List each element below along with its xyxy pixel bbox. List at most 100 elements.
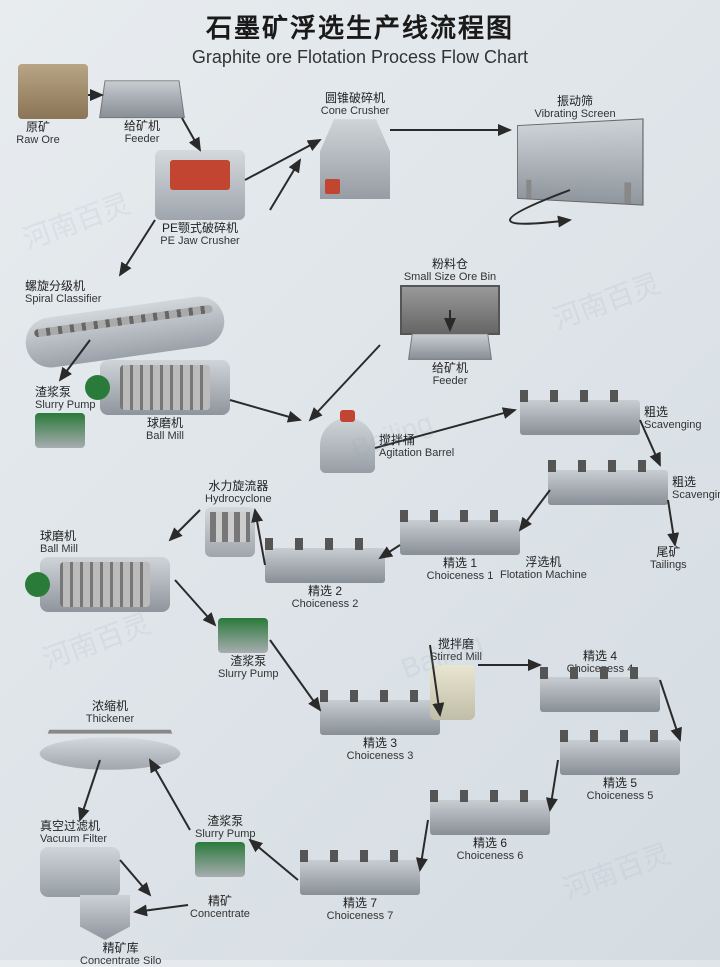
label-cn-feeder2: 给矿机 — [410, 362, 490, 375]
label-cn-thickener: 浓缩机 — [40, 700, 180, 713]
label-cn-ballmill2: 球磨机 — [40, 530, 170, 543]
label-cn-feeder1: 给矿机 — [102, 120, 182, 133]
machine-slurry2 — [218, 618, 268, 653]
machine-jaw — [155, 150, 245, 220]
flow-arrow-17 — [170, 510, 200, 540]
label-en-feeder2: Feeder — [410, 375, 490, 387]
label-en-vacuum: Vacuum Filter — [40, 833, 120, 845]
label-en-cone: Cone Crusher — [320, 105, 390, 117]
label-cn-ballmill1: 球磨机 — [100, 417, 230, 430]
flow-arrow-9 — [230, 400, 300, 420]
label-en-ballmill1: Ball Mill — [100, 430, 230, 442]
label-cn-concentrate: 精矿 — [190, 895, 250, 908]
label-cn-slurry1: 渣浆泵 — [35, 386, 96, 399]
label-en-agitation: Agitation Barrel — [379, 447, 469, 459]
node-vscreen: 振动筛Vibrating Screen — [510, 95, 640, 202]
machine-slurry1 — [35, 413, 85, 448]
label-cn-slurry3: 渣浆泵 — [195, 815, 256, 828]
node-concentrate: 精矿Concentrate — [190, 895, 250, 920]
node-choice5: 精选 5Choiceness 5 — [560, 740, 680, 802]
label-en-choice5: Choiceness 5 — [560, 790, 680, 802]
label-cn-choice1: 精选 1 — [400, 557, 520, 570]
node-cone: 圆锥破碎机Cone Crusher — [320, 92, 390, 199]
label-cn-jaw: PE颚式破碎机 — [155, 222, 245, 235]
machine-vscreen — [517, 119, 643, 206]
machine-feeder2 — [408, 333, 492, 359]
label-cn-cone: 圆锥破碎机 — [320, 92, 390, 105]
label-cn-vscreen: 振动筛 — [510, 95, 640, 108]
machine-hydro — [205, 507, 255, 557]
node-scav2: 粗选Scavenging — [548, 470, 668, 505]
node-thickener: 浓缩机Thickener — [40, 700, 180, 777]
label-en-choice2: Choiceness 2 — [265, 598, 385, 610]
machine-slurry3 — [195, 842, 245, 877]
node-rawore: 原矿Raw Ore — [18, 64, 88, 119]
flow-arrow-7 — [120, 220, 155, 275]
machine-feeder1 — [99, 80, 185, 118]
label-en-stirred: Stirred Mill — [430, 651, 482, 663]
node-ballmill2: 球磨机Ball Mill — [40, 530, 170, 612]
label-en-thickener: Thickener — [40, 713, 180, 725]
machine-choice7 — [300, 860, 420, 895]
machine-ballmill1 — [100, 360, 230, 415]
label-cn-vacuum: 真空过滤机 — [40, 820, 120, 833]
title-cn: 石墨矿浮选生产线流程图 — [0, 8, 720, 45]
chart-title: 石墨矿浮选生产线流程图 Graphite ore Flotation Proce… — [0, 0, 720, 68]
node-slurry3: 渣浆泵Slurry Pump — [195, 815, 256, 877]
node-choice6: 精选 6Choiceness 6 — [430, 800, 550, 862]
flow-arrow-6 — [270, 160, 300, 210]
label-cn-choice7: 精选 7 — [300, 897, 420, 910]
label-en-jaw: PE Jaw Crusher — [155, 235, 245, 247]
label-en-choice1: Choiceness 1 — [400, 570, 520, 582]
node-orebin: 粉料仓Small Size Ore Bin — [400, 258, 500, 335]
node-spiral: 螺旋分级机Spiral Classifier — [25, 280, 225, 357]
node-stirred: 搅拌磨Stirred Mill — [430, 638, 482, 720]
label-cn-choice3: 精选 3 — [320, 737, 440, 750]
watermark-0: 河南百灵 — [17, 182, 136, 258]
label-en-vscreen: Vibrating Screen — [510, 108, 640, 120]
machine-scav2 — [548, 470, 668, 505]
machine-cone — [320, 119, 390, 199]
machine-agitation — [320, 418, 375, 473]
label-cn-spiral: 螺旋分级机 — [25, 280, 225, 293]
label-cn-silo: 精矿库 — [80, 942, 161, 955]
node-scav1: 粗选Scavenging — [520, 400, 640, 435]
flow-arrow-14 — [520, 490, 550, 530]
label-cn-choice2: 精选 2 — [265, 585, 385, 598]
flow-arrow-13 — [668, 500, 675, 545]
node-agitation: 搅拌桶Agitation Barrel — [320, 418, 375, 473]
node-choice1: 精选 1Choiceness 1 — [400, 520, 520, 582]
machine-ballmill2 — [40, 557, 170, 612]
machine-choice6 — [430, 800, 550, 835]
flow-arrow-2 — [245, 140, 320, 180]
watermark-1: 河南百灵 — [547, 262, 666, 338]
node-silo: 精矿库Concentrate Silo — [80, 895, 161, 967]
machine-stirred — [430, 665, 475, 720]
node-jaw: PE颚式破碎机PE Jaw Crusher — [155, 150, 245, 247]
node-choice2: 精选 2Choiceness 2 — [265, 548, 385, 610]
flow-arrow-18 — [175, 580, 215, 625]
node-choice4: 精选 4Choiceness 4 — [540, 650, 660, 712]
flow-arrow-25 — [250, 840, 298, 880]
label-en-hydro: Hydrocyclone — [205, 493, 272, 505]
node-ballmill1: 球磨机Ball Mill — [100, 360, 230, 442]
label-cn-scav2: 粗选 — [672, 476, 720, 489]
node-tailings: 尾矿Tailings — [650, 546, 687, 571]
machine-scav1 — [520, 400, 640, 435]
label-en-choice3: Choiceness 3 — [320, 750, 440, 762]
label-cn-tailings: 尾矿 — [650, 546, 687, 559]
node-slurry2: 渣浆泵Slurry Pump — [218, 618, 279, 680]
label-cn-choice6: 精选 6 — [430, 837, 550, 850]
flow-arrow-23 — [550, 760, 558, 810]
label-cn-choice5: 精选 5 — [560, 777, 680, 790]
machine-orebin — [400, 285, 500, 335]
label-en-slurry1: Slurry Pump — [35, 399, 96, 411]
machine-vacuum — [40, 847, 120, 897]
label-en-orebin: Small Size Ore Bin — [400, 271, 500, 283]
watermark-3: 河南百灵 — [37, 602, 156, 678]
label-en-silo: Concentrate Silo — [80, 955, 161, 967]
node-hydro: 水力旋流器Hydrocyclone — [205, 480, 272, 557]
machine-choice5 — [560, 740, 680, 775]
machine-choice3 — [320, 700, 440, 735]
label-cn-agitation: 搅拌桶 — [379, 434, 469, 447]
